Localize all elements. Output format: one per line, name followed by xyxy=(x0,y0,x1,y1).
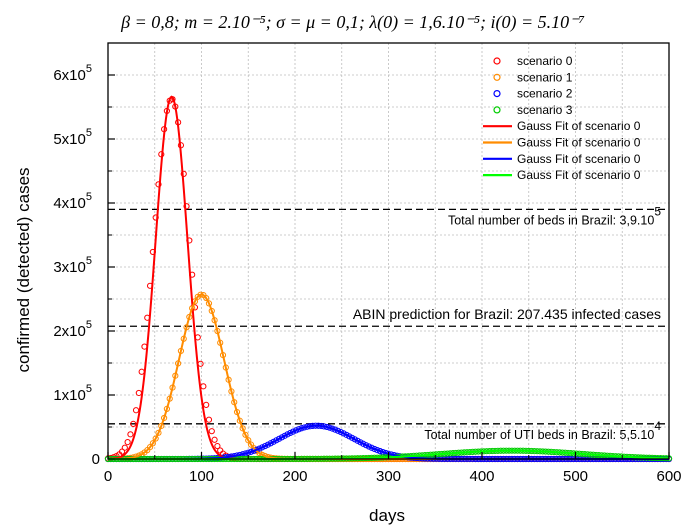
axes: 0 100 200 300 400 500 600 0 1x105 2x105 3x105 4x105… xyxy=(53,63,681,485)
legend-label: Gauss Fit of scenario 0 xyxy=(517,119,641,133)
x-axis-label: days xyxy=(369,506,405,525)
data-point xyxy=(334,427,342,434)
x-tick-label: 200 xyxy=(282,468,307,485)
reference-line-label: Total number of UTI beds in Brazil: 5,5.… xyxy=(424,419,661,442)
legend-marker xyxy=(493,89,501,98)
data-point xyxy=(242,431,249,438)
grid xyxy=(108,43,669,459)
legend: scenario 0 scenario 1 scenario 2 scenario 3… xyxy=(483,54,641,182)
data-point xyxy=(132,407,140,414)
data-point xyxy=(130,420,137,427)
data-point xyxy=(155,181,162,188)
data-point xyxy=(127,431,134,438)
legend-label: Gauss Fit of scenario 0 xyxy=(517,168,641,182)
data-point xyxy=(155,429,162,436)
x-tick-label: 100 xyxy=(189,468,214,485)
data-point xyxy=(183,203,190,210)
data-point xyxy=(200,383,207,390)
y-tick-label: 5x105 xyxy=(53,127,92,148)
data-point xyxy=(138,368,145,375)
legend-item: scenario 2 xyxy=(493,87,573,101)
data-point xyxy=(290,428,297,435)
y-axis-label: confirmed (detected) cases xyxy=(14,167,33,372)
x-tick-label: 300 xyxy=(376,468,401,485)
x-tick-label: 0 xyxy=(104,468,112,485)
legend-label: Gauss Fit of scenario 0 xyxy=(517,136,641,150)
legend-item: Gauss Fit of scenario 0 xyxy=(483,152,641,166)
legend-item: Gauss Fit of scenario 0 xyxy=(483,119,641,133)
data-point xyxy=(259,451,266,458)
reference-line-label: Total number of beds in Brazil: 3,9.105 xyxy=(448,204,661,227)
data-point xyxy=(205,416,213,423)
x-tick-label: 400 xyxy=(469,468,494,485)
legend-label: scenario 1 xyxy=(517,70,573,84)
chart-title: β = 0,8; m = 2.10⁻⁵; σ = μ = 0,1; λ(0) =… xyxy=(120,12,585,33)
data-point xyxy=(203,401,210,408)
x-tick-label: 500 xyxy=(563,468,588,485)
data-point xyxy=(245,437,252,444)
y-tick-label: 6x105 xyxy=(53,63,92,84)
data-point xyxy=(211,436,218,443)
legend-item: scenario 3 xyxy=(493,103,573,117)
data-point xyxy=(135,389,142,397)
data-point xyxy=(152,214,159,221)
data-point xyxy=(124,438,131,446)
x-tick-label: 600 xyxy=(656,468,681,485)
y-tick-label: 4x105 xyxy=(53,191,92,212)
legend-label: Gauss Fit of scenario 0 xyxy=(517,152,641,166)
legend-item: Gauss Fit of scenario 0 xyxy=(483,136,641,150)
data-point xyxy=(121,444,128,451)
data-point xyxy=(208,428,215,435)
data-point xyxy=(203,294,210,302)
data-point xyxy=(149,440,156,447)
legend-item: scenario 1 xyxy=(493,70,573,84)
reference-line-label: ABIN prediction for Brazil: 207.435 infe… xyxy=(353,306,661,322)
legend-item: Gauss Fit of scenario 0 xyxy=(483,168,641,182)
y-tick-label: 3x105 xyxy=(53,255,92,276)
data-point xyxy=(118,448,126,455)
data-point xyxy=(365,443,372,450)
y-tick-label: 1x105 xyxy=(53,383,92,404)
legend-marker xyxy=(493,57,501,65)
legend-marker xyxy=(493,73,501,81)
y-tick-label: 2x105 xyxy=(53,319,92,340)
legend-label: scenario 0 xyxy=(517,54,573,68)
legend-label: scenario 3 xyxy=(517,103,573,117)
data-point xyxy=(214,442,221,450)
data-point xyxy=(152,435,159,442)
legend-marker xyxy=(493,106,501,114)
legend-label: scenario 2 xyxy=(517,87,573,101)
y-tick-label: 0 xyxy=(92,451,100,468)
legend-item: scenario 0 xyxy=(493,54,573,68)
data-point xyxy=(368,444,375,451)
